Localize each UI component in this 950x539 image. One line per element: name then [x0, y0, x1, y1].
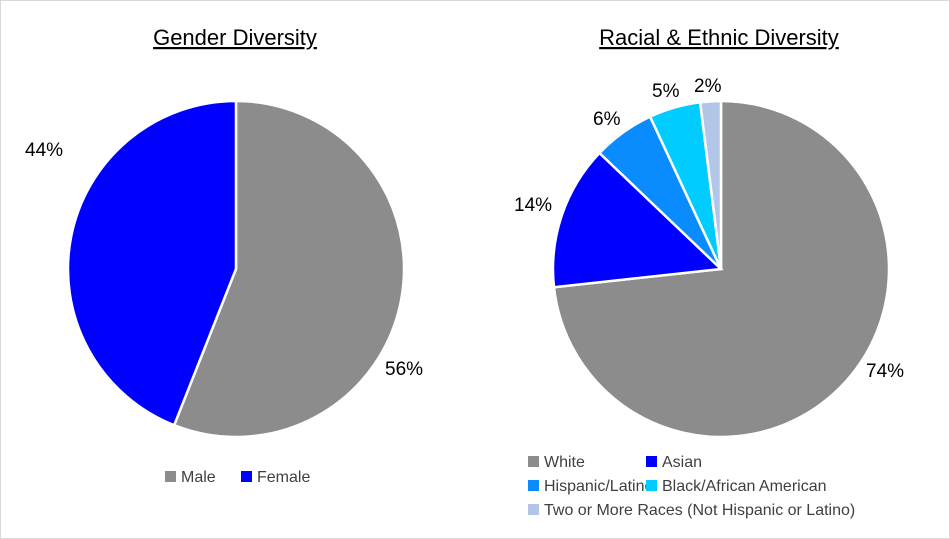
legend-item-two-or-more-races-not-hispanic-or-latino: Two or More Races (Not Hispanic or Latin…: [528, 502, 855, 519]
pie-slice-asian: [551, 151, 724, 289]
legend-item-white: White: [528, 454, 585, 471]
legend-item-female: Female: [241, 469, 310, 486]
gender-data-labels: 56% 44%: [25, 140, 423, 380]
legend-item-black-african-american: Black/African American: [646, 478, 827, 495]
race-chart: Racial & Ethnic Diversity 74% 14% 6% 5% 2% W…: [514, 25, 904, 519]
legend-swatch: [646, 456, 657, 467]
legend-swatch: [528, 480, 539, 491]
legend-label: Male: [181, 469, 216, 486]
legend-swatch: [646, 480, 657, 491]
pie-slice-two-or-more-races-not-hispanic-or-latino: [698, 99, 723, 270]
legend-swatch: [528, 504, 539, 515]
legend-label: Female: [257, 469, 310, 486]
legend-swatch: [528, 456, 539, 467]
data-label-white: 74%: [866, 361, 904, 382]
data-label-female: 44%: [25, 140, 63, 161]
legend-label: White: [544, 454, 585, 471]
race-chart-title: Racial & Ethnic Diversity: [599, 25, 839, 50]
pie-slice-male: [172, 99, 406, 439]
gender-chart: Gender Diversity 56% 44% Male Female: [25, 25, 423, 486]
legend-item-hispanic-latino: Hispanic/Latino: [528, 478, 654, 495]
data-label-hispanic-latino: 6%: [593, 109, 621, 130]
legend-label: Hispanic/Latino: [544, 478, 654, 495]
race-pie: [551, 99, 891, 439]
race-legend: White Asian Hispanic/Latino Black/African A…: [528, 454, 855, 519]
data-label-two-or-more-races-not-hispanic-or-latino: 2%: [694, 76, 722, 97]
legend-swatch: [165, 471, 176, 482]
legend-label: Asian: [662, 454, 702, 471]
gender-chart-title: Gender Diversity: [153, 25, 317, 50]
gender-pie: [66, 99, 406, 439]
data-label-black-african-american: 5%: [652, 81, 680, 102]
legend-item-male: Male: [165, 469, 216, 486]
legend-label: Black/African American: [662, 478, 827, 495]
gender-legend: Male Female: [165, 469, 310, 486]
race-data-labels: 74% 14% 6% 5% 2%: [514, 76, 904, 382]
data-label-male: 56%: [385, 359, 423, 380]
legend-item-asian: Asian: [646, 454, 702, 471]
pie-slice-female: [66, 99, 238, 427]
legend-label: Two or More Races (Not Hispanic or Latin…: [544, 502, 855, 519]
legend-swatch: [241, 471, 252, 482]
data-label-asian: 14%: [514, 195, 552, 216]
